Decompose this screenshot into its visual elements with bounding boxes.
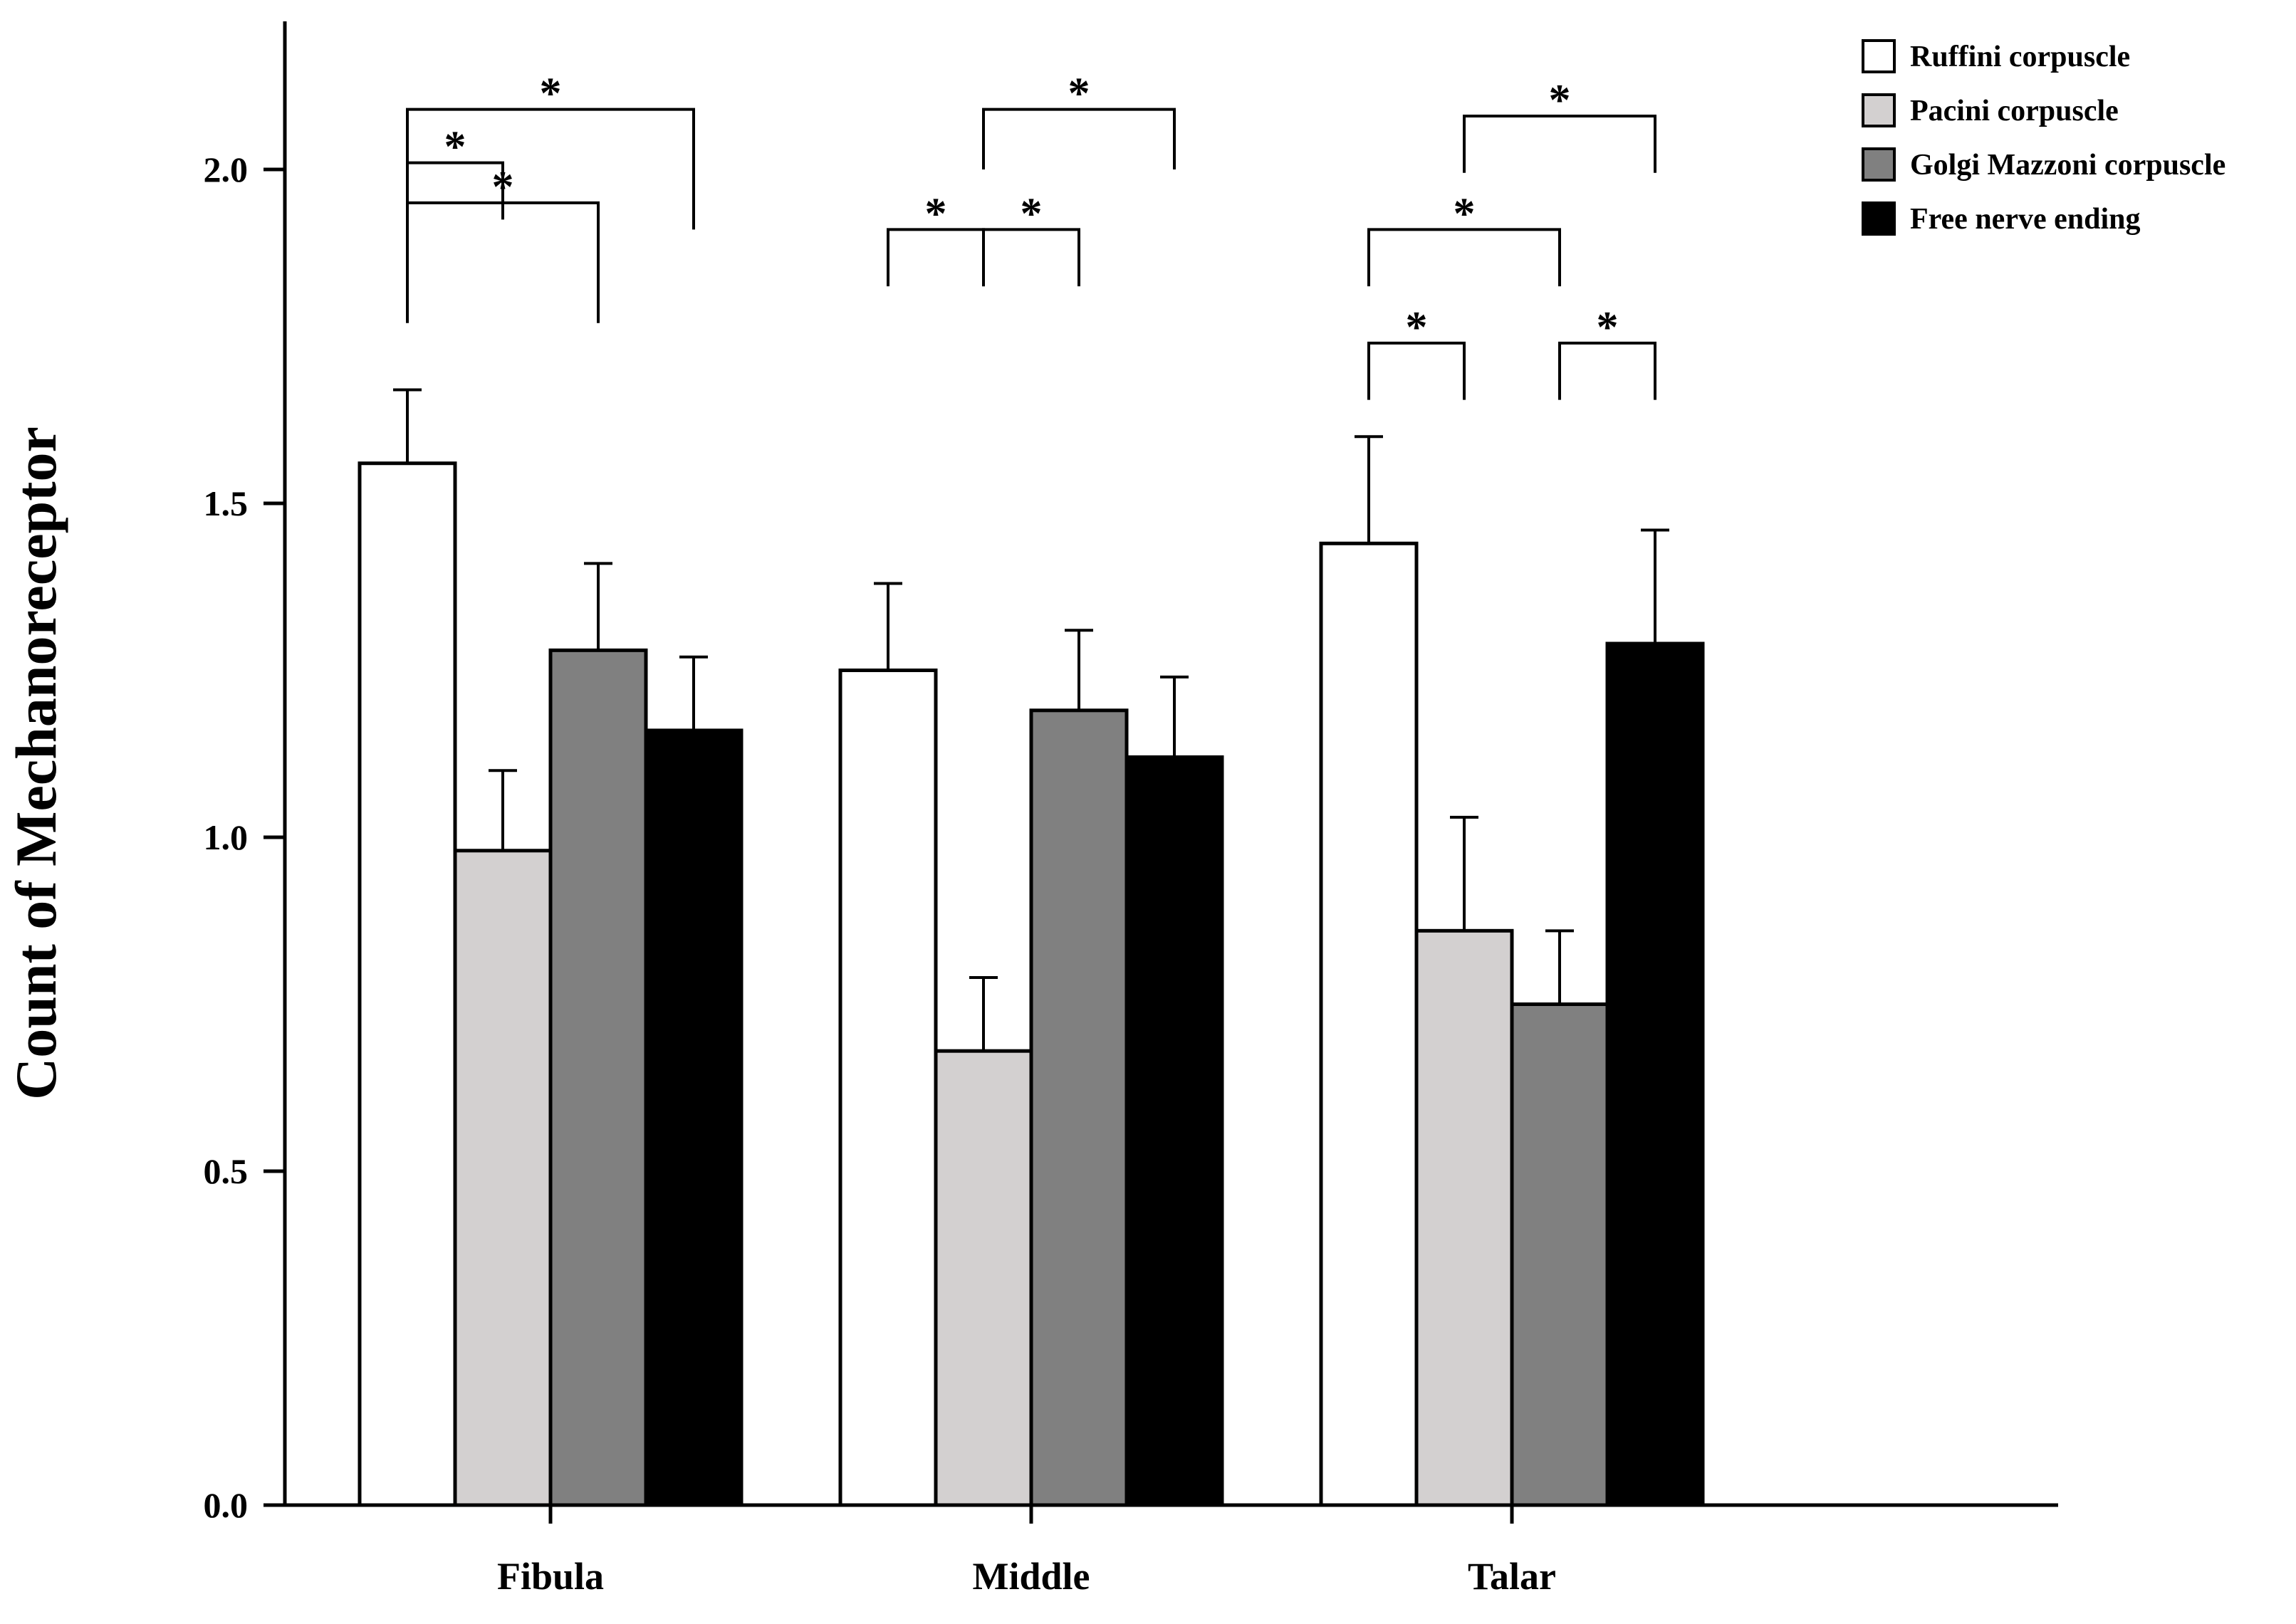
x-tick-label: Fibula (497, 1555, 604, 1598)
x-ticks: Fibula Middle Talar (497, 1505, 1556, 1598)
bar (838, 669, 938, 1507)
bar (358, 461, 457, 1507)
significance-bracket (406, 108, 695, 230)
legend-swatch (1862, 201, 1896, 236)
bar (934, 1049, 1033, 1507)
bar (548, 648, 648, 1507)
significance-star: * (1021, 189, 1043, 238)
y-ticks: 0.0 0.5 1.0 1.5 2.0 (204, 150, 285, 1525)
bar (1124, 755, 1224, 1507)
y-tick-label: 1.0 (204, 817, 249, 857)
significance-star: * (540, 70, 562, 118)
bar (1414, 928, 1514, 1507)
significance-star: * (1068, 70, 1090, 118)
y-tick-label: 0.5 (204, 1151, 249, 1191)
significance-brackets: * * * * * * * * * * (406, 70, 1656, 400)
x-tick-label: Middle (972, 1555, 1090, 1598)
y-axis-label: Count of Mechanoreceptor (4, 426, 68, 1100)
significance-star: * (1454, 189, 1476, 238)
significance-bracket (406, 201, 600, 323)
significance-star: * (925, 189, 947, 238)
x-tick-label: Talar (1468, 1555, 1556, 1598)
significance-star: * (1406, 303, 1428, 352)
legend-swatch (1862, 39, 1896, 73)
y-tick-label: 0.0 (204, 1485, 249, 1525)
legend-label: Golgi Mazzoni corpuscle (1910, 149, 2225, 182)
legend: Ruffini corpuscle Pacini corpuscle Golgi M… (1862, 39, 2225, 236)
bar (1605, 641, 1705, 1507)
significance-star: * (1597, 303, 1619, 352)
bar (644, 728, 743, 1507)
y-tick-label: 1.5 (204, 483, 249, 523)
bars (358, 461, 1705, 1507)
significance-star: * (444, 123, 466, 172)
significance-bracket (1367, 228, 1561, 287)
significance-star: * (1549, 76, 1571, 125)
legend-swatch (1862, 93, 1896, 127)
significance-bracket (1558, 341, 1656, 400)
legend-label: Pacini corpuscle (1910, 95, 2119, 127)
bar (1510, 1002, 1609, 1507)
significance-bracket (982, 108, 1176, 169)
bar (1029, 708, 1129, 1507)
y-tick-label: 2.0 (204, 150, 249, 189)
legend-label: Ruffini corpuscle (1910, 41, 2130, 73)
legend-label: Free nerve ending (1910, 203, 2141, 236)
significance-bracket (1463, 114, 1656, 173)
bar (453, 849, 553, 1507)
significance-bracket (982, 228, 1080, 287)
significance-star: * (492, 163, 514, 211)
error-bars (393, 388, 1669, 1052)
legend-swatch (1862, 147, 1896, 182)
bar (1319, 541, 1419, 1507)
significance-bracket (1367, 341, 1466, 400)
